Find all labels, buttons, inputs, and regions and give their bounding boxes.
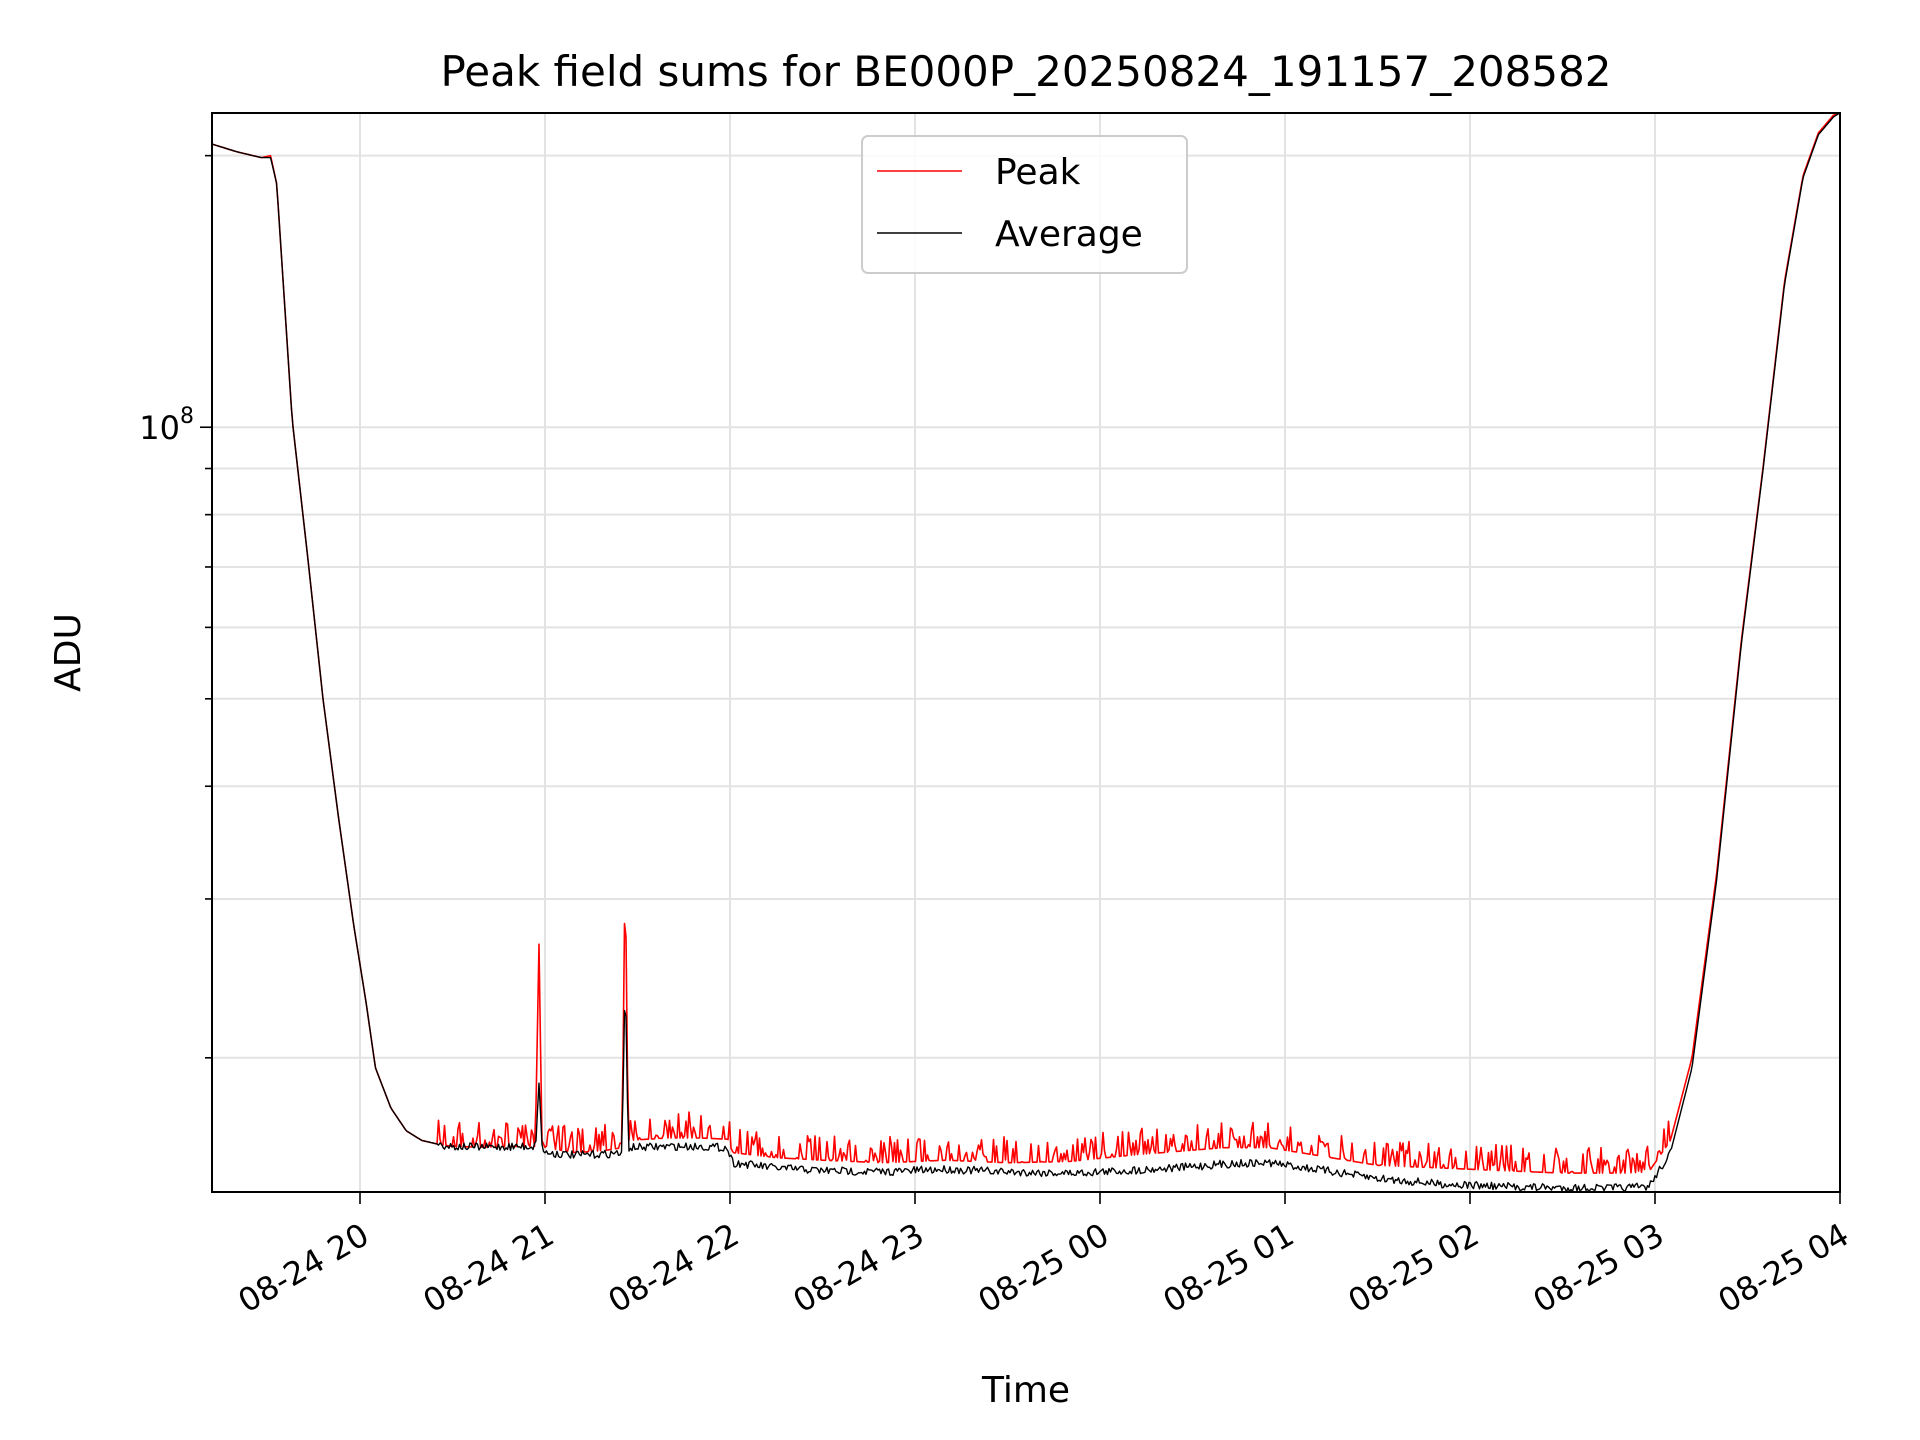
series-line-average: [211, 112, 1840, 1193]
plot-frame: [211, 112, 1841, 1193]
legend-label-average: Average: [995, 214, 1143, 255]
legend: Peak Average: [861, 135, 1188, 274]
y-axis-label: ADU: [48, 613, 89, 692]
y-tick-label: 108: [139, 404, 194, 447]
series-layer: [211, 112, 1840, 1193]
legend-label-peak: Peak: [995, 152, 1081, 193]
chart-title: Peak field sums for BE000P_20250824_1911…: [440, 47, 1611, 96]
x-axis-label: Time: [981, 1370, 1070, 1411]
